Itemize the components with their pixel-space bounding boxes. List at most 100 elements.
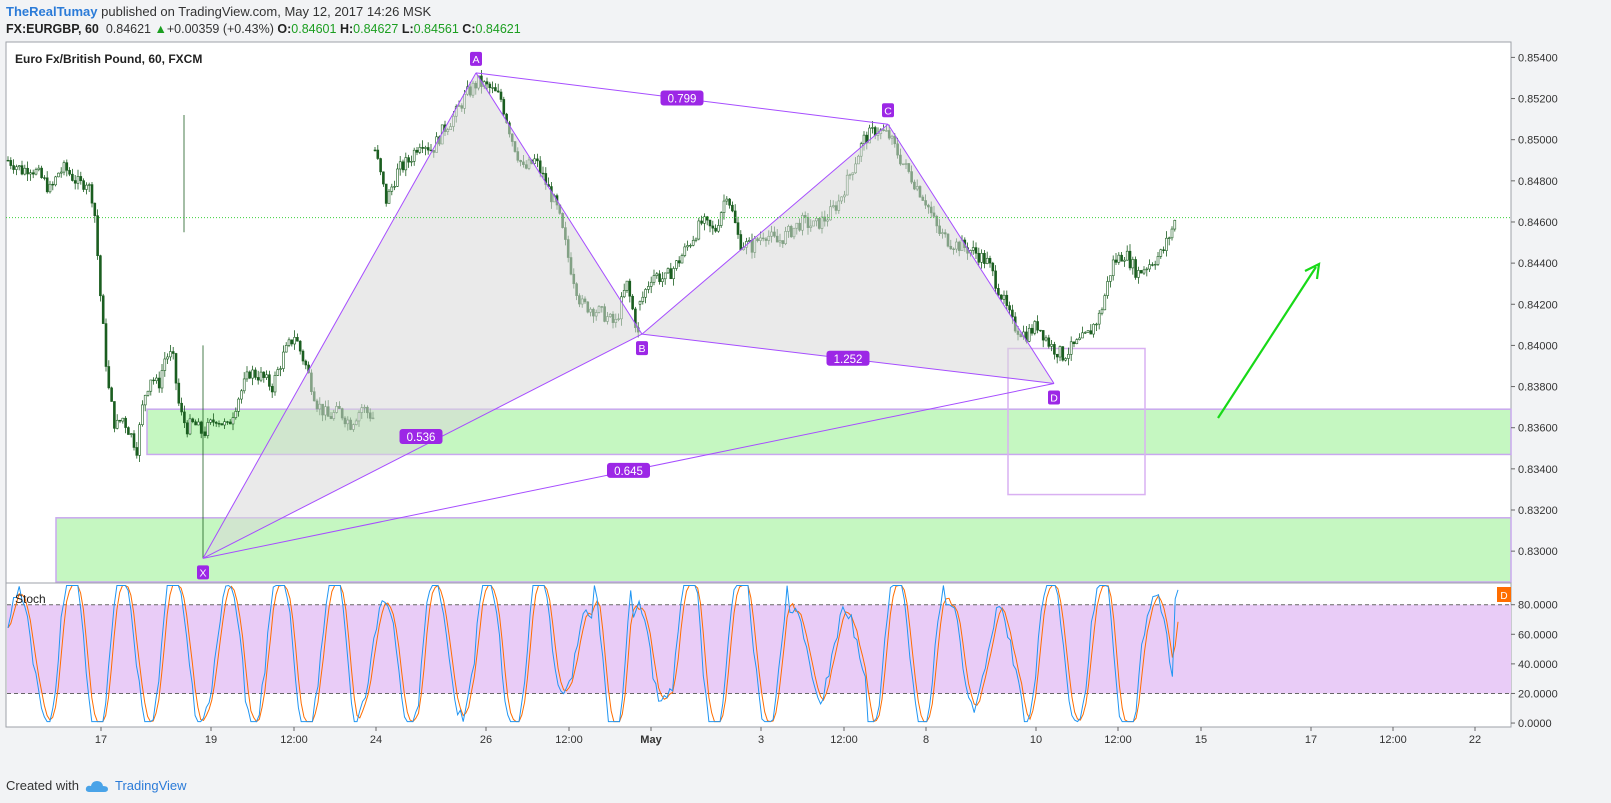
- candle-body: [655, 273, 659, 276]
- candle-body: [206, 422, 210, 436]
- time-axis[interactable]: 17 19 12:00 24 26 12:00 May 3 12:00 8 10 12:00 15 17 1…: [95, 727, 1481, 746]
- candle-body: [649, 281, 653, 287]
- candle-body: [1086, 330, 1090, 333]
- candle-body: [282, 351, 285, 369]
- time-tick-label: 17: [95, 734, 107, 746]
- stoch-badge[interactable]: [1497, 587, 1511, 602]
- stoch-pane[interactable]: Stoch D: [5, 582, 1512, 728]
- candle-body: [146, 390, 150, 396]
- candle-body: [680, 255, 684, 264]
- candle-body: [994, 270, 997, 289]
- candle-body: [82, 180, 85, 190]
- candle-body: [622, 290, 626, 298]
- candle-body: [54, 176, 57, 186]
- author-link[interactable]: TheRealTumay: [6, 4, 98, 19]
- candle-body: [499, 91, 503, 100]
- price-change: +0.00359 (+0.43%): [166, 22, 274, 36]
- candle-body: [1111, 259, 1115, 277]
- candle-body: [672, 268, 675, 280]
- last-price: 0.84621: [105, 22, 151, 36]
- candle-body: [694, 238, 698, 241]
- candle-body: [129, 433, 133, 435]
- candle-body: [1148, 264, 1151, 270]
- candle-body: [290, 339, 294, 345]
- candle-body: [62, 162, 66, 173]
- candle-body: [991, 262, 995, 272]
- stoch-axis[interactable]: 80.0000 60.0000 40.0000 20.0000 0.0000: [1511, 600, 1558, 730]
- candle-body: [1165, 237, 1168, 251]
- candle-body: [1064, 358, 1067, 361]
- point-label: B: [638, 343, 645, 355]
- candle-body: [1044, 337, 1048, 341]
- candle-body: [382, 171, 385, 185]
- candle-body: [304, 360, 308, 366]
- candle-body: [51, 183, 55, 186]
- candle-body: [538, 160, 542, 174]
- pattern-leg: [641, 123, 889, 335]
- tradingview-link[interactable]: TradingView: [114, 778, 187, 793]
- main-pane[interactable]: 0.536 0.799 1.252 0.645 X A B C D Euro Fx/Britis…: [5, 41, 1512, 584]
- stoch-d-line: [7, 584, 1179, 723]
- candle-body: [418, 147, 422, 153]
- candle-body: [736, 222, 740, 235]
- candle-body: [683, 246, 687, 256]
- ratio-label: 0.799: [668, 94, 697, 106]
- candle-body: [625, 280, 629, 291]
- candle-body: [733, 210, 737, 224]
- candle-body: [118, 419, 122, 422]
- candle-body: [20, 165, 24, 175]
- candle-body: [31, 172, 35, 175]
- time-tick-label: 12:00: [1379, 734, 1407, 746]
- candle-body: [1156, 256, 1160, 265]
- candle-body: [988, 257, 992, 264]
- candle-body: [1053, 344, 1056, 355]
- candle-body: [270, 386, 274, 393]
- candle-body: [871, 127, 874, 129]
- candle-body: [1137, 270, 1140, 278]
- candle-body: [231, 417, 235, 425]
- price-tick-label: 0.84800: [1518, 176, 1558, 188]
- candle-body: [533, 158, 536, 164]
- candle-body: [68, 170, 71, 175]
- candle-body: [628, 280, 632, 297]
- candle-body: [1173, 220, 1177, 230]
- price-tick-label: 0.84400: [1518, 258, 1558, 270]
- candle-body: [536, 158, 539, 162]
- low-value: 0.84561: [413, 22, 459, 36]
- candle-body: [1153, 264, 1157, 266]
- candle-body: [1159, 249, 1163, 257]
- stoch-tick-label: 40.0000: [1518, 659, 1558, 671]
- candle-body: [296, 337, 299, 342]
- symbol-label: FX:EURGBP, 60: [6, 22, 99, 36]
- candle-body: [259, 371, 263, 381]
- pattern-bcd-fill: [642, 124, 1054, 384]
- time-tick-label: 22: [1469, 734, 1481, 746]
- price-tick-label: 0.84200: [1518, 299, 1558, 311]
- candle-body: [71, 173, 74, 181]
- candle-body: [248, 371, 252, 379]
- candle-body: [301, 350, 305, 362]
- candle-body: [1103, 295, 1107, 311]
- candle-body: [223, 421, 226, 426]
- candle-body: [143, 394, 147, 406]
- candle-body: [424, 147, 427, 149]
- price-axis[interactable]: 0.85400 0.85200 0.85000 0.84800 0.84600 0.844…: [1511, 52, 1558, 558]
- candle-body: [17, 165, 21, 168]
- candle-body: [1033, 321, 1037, 334]
- candle-body: [237, 398, 240, 412]
- pattern-leg: [887, 123, 1055, 384]
- footer: Created with TradingView: [6, 778, 187, 793]
- candle-body: [1039, 329, 1042, 332]
- candle-body: [1075, 339, 1079, 344]
- candle-body: [747, 240, 751, 242]
- candle-body: [722, 200, 726, 213]
- stoch-tick-label: 20.0000: [1518, 688, 1558, 700]
- candle-body: [491, 87, 494, 89]
- chart-area[interactable]: 0.536 0.799 1.252 0.645 X A B C D Euro Fx/Britis…: [0, 0, 1611, 760]
- price-tick-label: 0.85400: [1518, 52, 1558, 64]
- candle-body: [700, 220, 703, 224]
- candle-body: [658, 273, 661, 282]
- candle-body: [494, 87, 497, 92]
- ratio-label: 0.645: [614, 466, 643, 478]
- candle-body: [212, 419, 215, 423]
